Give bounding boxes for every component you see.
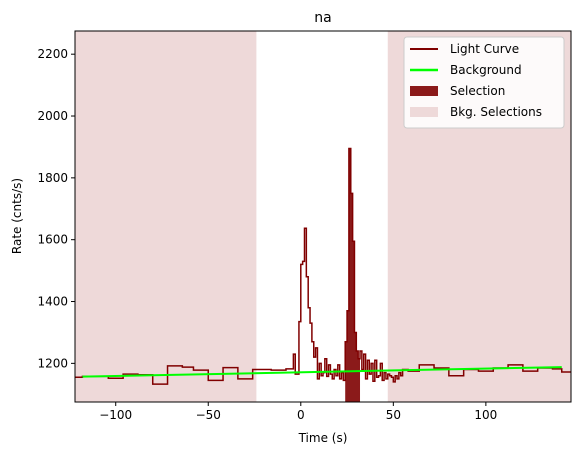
y-tick-label: 1600 xyxy=(37,233,68,247)
legend-label-background: Background xyxy=(450,63,522,77)
y-tick-label: 2000 xyxy=(37,109,68,123)
background-line xyxy=(82,366,562,378)
light-curve-layer xyxy=(75,147,571,385)
y-axis-label: Rate (cnts/s) xyxy=(10,178,24,254)
x-axis-ticks: −100 −50 0 50 100 xyxy=(99,402,497,422)
x-tick-label: 100 xyxy=(474,408,497,422)
background-line-layer xyxy=(82,366,562,378)
chart-title: na xyxy=(314,10,331,26)
axes-frame xyxy=(74,30,572,403)
y-tick-label: 2200 xyxy=(37,47,68,61)
y-tick-label: 1200 xyxy=(37,356,68,370)
y-tick-label: 1800 xyxy=(37,171,68,185)
legend-label-selection: Selection xyxy=(450,84,505,98)
x-tick-label: 50 xyxy=(386,408,401,422)
light-curve-line xyxy=(75,147,571,385)
legend-frame xyxy=(403,36,565,129)
bkg-selection-span-1 xyxy=(75,31,257,402)
legend-label-light-curve: Light Curve xyxy=(450,42,519,56)
x-tick-label: 0 xyxy=(297,408,305,422)
x-tick-label: −50 xyxy=(196,408,221,422)
legend-swatch-selection xyxy=(410,86,438,96)
legend-label-bkg-selections: Bkg. Selections xyxy=(450,105,542,119)
legend: Light Curve Background Selection Bkg. Selec… xyxy=(403,36,565,129)
y-axis-ticks: 1200 1400 1600 1800 2000 2200 xyxy=(37,47,75,370)
legend-swatch-bkg-selections xyxy=(410,107,438,117)
x-tick-label: −100 xyxy=(99,408,132,422)
y-tick-label: 1400 xyxy=(37,295,68,309)
x-axis-label: Time (s) xyxy=(298,431,348,445)
